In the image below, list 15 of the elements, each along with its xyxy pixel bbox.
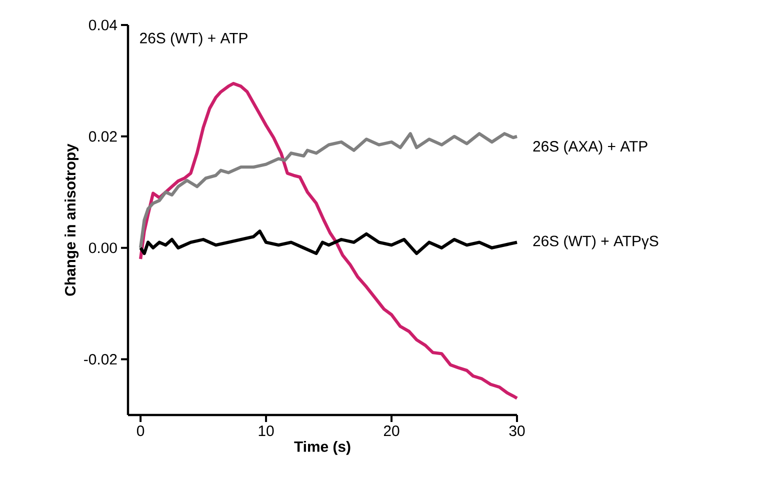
x-tick-label: 10 (258, 426, 274, 436)
line-series (138, 132, 519, 250)
x-tick-label: 0 (136, 426, 144, 436)
series-label: 26S (AXA) + ATP (533, 140, 648, 155)
x-tick-label: 30 (509, 426, 525, 436)
y-tick-label: 0.02 (88, 131, 117, 142)
y-tick-label: -0.02 (84, 354, 117, 365)
series-label: 26S (WT) + ATPγS (533, 235, 658, 250)
x-tick-label: 20 (384, 426, 400, 436)
x-axis-title: Time (s) (294, 440, 350, 455)
y-axis-title: Change in anisotropy (64, 144, 79, 296)
text: 26S (WT) + ATP (140, 32, 248, 46)
line-series (138, 82, 519, 400)
y-tick-label: 0.00 (88, 242, 117, 254)
y-tick-label: 0.04 (88, 20, 118, 30)
